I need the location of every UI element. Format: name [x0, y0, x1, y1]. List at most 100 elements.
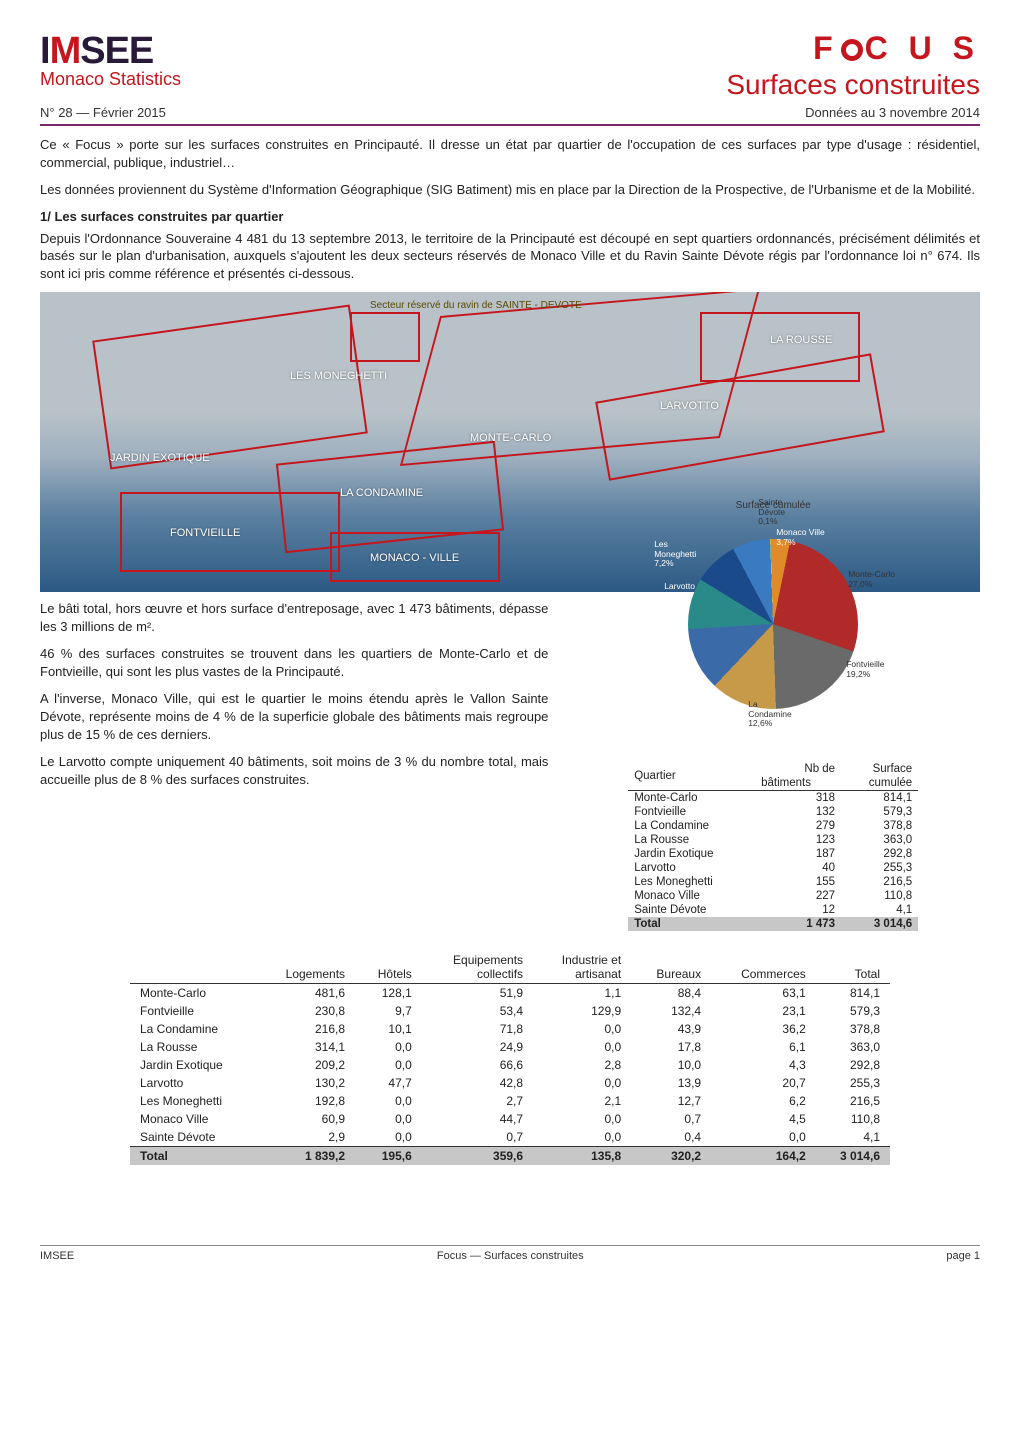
cell: 4,1: [841, 903, 918, 917]
cell: 0,0: [711, 1128, 816, 1147]
divider: [40, 124, 980, 126]
cell: 292,8: [841, 847, 918, 861]
cell: La Condamine: [130, 1020, 257, 1038]
pie-slice-label: SainteDévote0,1%: [758, 498, 785, 526]
table-row: La Condamine216,810,171,80,043,936,2378,…: [130, 1020, 890, 1038]
cell: 17,8: [631, 1038, 711, 1056]
logo-letter-i: I: [40, 30, 50, 72]
cell: 279: [755, 819, 841, 833]
cell: 4,3: [711, 1056, 816, 1074]
cell: 0,0: [533, 1020, 631, 1038]
footer-center: Focus — Surfaces construites: [437, 1250, 584, 1262]
cell: 110,8: [841, 889, 918, 903]
map-label: LES MONEGHETTI: [290, 370, 387, 382]
table-row-total: Total1 4733 014,6: [628, 917, 918, 931]
cell: 4,5: [711, 1110, 816, 1128]
cell: La Condamine: [628, 819, 755, 833]
cell: 1 473: [755, 917, 841, 931]
pie-slice-label: LesMoneghetti7,2%: [654, 540, 696, 568]
cell: 2,7: [422, 1092, 533, 1110]
pie-chart: Surface cumulée SainteDévote0,1%Monaco V…: [648, 500, 898, 750]
focus-c: C: [865, 30, 894, 66]
cell: 814,1: [816, 984, 890, 1003]
issue-number: N° 28 — Février 2015: [40, 105, 166, 120]
cell: 88,4: [631, 984, 711, 1003]
footer-right: page 1: [946, 1250, 980, 1262]
cell: 9,7: [355, 1002, 422, 1020]
table-row: Fontvieille230,89,753,4129,9132,423,1579…: [130, 1002, 890, 1020]
table-row: Jardin Exotique187292,8: [628, 847, 918, 861]
cell: 0,0: [355, 1038, 422, 1056]
header: IMSEE Monaco Statistics FC U S Surfaces …: [40, 30, 980, 101]
logo-letter-m: M: [50, 30, 81, 72]
cell: 216,5: [816, 1092, 890, 1110]
cell: 1 839,2: [257, 1147, 355, 1166]
cell: 3 014,6: [816, 1147, 890, 1166]
cell: 359,6: [422, 1147, 533, 1166]
cell: 4,1: [816, 1128, 890, 1147]
mid-row: Le bâti total, hors œuvre et hors surfac…: [40, 600, 980, 931]
cell: 363,0: [816, 1038, 890, 1056]
big-table-body: Monte-Carlo481,6128,151,91,188,463,1814,…: [130, 984, 890, 1166]
pie-slice-label: LaCondamine12,6%: [748, 700, 791, 728]
cell: 63,1: [711, 984, 816, 1003]
data-date: Données au 3 novembre 2014: [805, 105, 980, 120]
cell: 255,3: [841, 861, 918, 875]
cell: 0,4: [631, 1128, 711, 1147]
cell: Fontvieille: [628, 805, 755, 819]
focus-block: FC U S Surfaces construites: [726, 30, 980, 101]
col-header: Logements: [257, 951, 355, 984]
logo-letters-see: SEE: [80, 30, 153, 72]
cell: 130,2: [257, 1074, 355, 1092]
cell: 227: [755, 889, 841, 903]
cell: 132: [755, 805, 841, 819]
cell: 255,3: [816, 1074, 890, 1092]
table-row: Monte-Carlo318814,1: [628, 791, 918, 806]
pie-slice-label: Monaco Ville3,7%: [776, 528, 825, 547]
cell: 187: [755, 847, 841, 861]
cell: 579,3: [816, 1002, 890, 1020]
table-row: Jardin Exotique209,20,066,62,810,04,3292…: [130, 1056, 890, 1074]
table-row: Sainte Dévote2,90,00,70,00,40,04,1: [130, 1128, 890, 1147]
cell: 320,2: [631, 1147, 711, 1166]
cell: 40: [755, 861, 841, 875]
cell: 2,9: [257, 1128, 355, 1147]
mid-right-column: Surface cumulée SainteDévote0,1%Monaco V…: [566, 600, 980, 931]
table-row: Les Moneghetti155216,5: [628, 875, 918, 889]
cell: Larvotto: [130, 1074, 257, 1092]
cell: 51,9: [422, 984, 533, 1003]
cell: 24,9: [422, 1038, 533, 1056]
focus-s: S: [953, 30, 980, 66]
cell: 20,7: [711, 1074, 816, 1092]
cell: Jardin Exotique: [628, 847, 755, 861]
cell: 814,1: [841, 791, 918, 806]
cell: 60,9: [257, 1110, 355, 1128]
focus-title: Surfaces construites: [726, 69, 980, 101]
table-row-total: Total1 839,2195,6359,6135,8320,2164,23 0…: [130, 1147, 890, 1166]
focus-f: F: [813, 30, 839, 66]
cell: 292,8: [816, 1056, 890, 1074]
map-label: FONTVIEILLE: [170, 527, 240, 539]
cell: 129,9: [533, 1002, 631, 1020]
pie-slice-label: JardinExotique9,7%: [644, 624, 677, 652]
cell: 0,0: [355, 1110, 422, 1128]
mid-p1: Le bâti total, hors œuvre et hors surfac…: [40, 600, 548, 635]
quarter-outline: [350, 312, 420, 362]
cell: 0,0: [355, 1128, 422, 1147]
cell: 192,8: [257, 1092, 355, 1110]
cell: 36,2: [711, 1020, 816, 1038]
cell: 216,8: [257, 1020, 355, 1038]
cell: 314,1: [257, 1038, 355, 1056]
logo-block: IMSEE Monaco Statistics: [40, 30, 181, 90]
cell: 363,0: [841, 833, 918, 847]
cell: 216,5: [841, 875, 918, 889]
small-table-head: Quartier Nb de Surface bâtiments cumulée: [628, 762, 918, 791]
table-row: Monaco Ville60,90,044,70,00,74,5110,8: [130, 1110, 890, 1128]
cell: 6,1: [711, 1038, 816, 1056]
col-header: Hôtels: [355, 951, 422, 984]
cell: 43,9: [631, 1020, 711, 1038]
mid-p4: Le Larvotto compte uniquement 40 bâtimen…: [40, 753, 548, 788]
cell: 123: [755, 833, 841, 847]
map-label: LARVOTTO: [660, 400, 719, 412]
cell: 318: [755, 791, 841, 806]
